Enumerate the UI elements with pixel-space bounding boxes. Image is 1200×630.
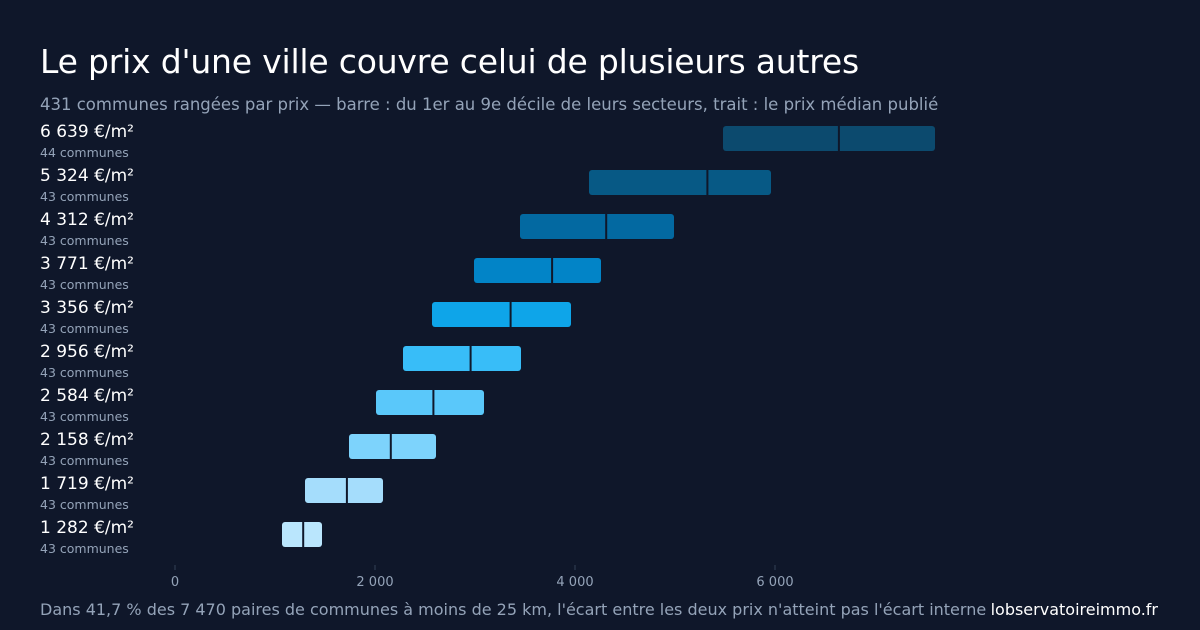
row-count-label: 43 communes [40, 277, 129, 292]
chart-subtitle: 431 communes rangées par prix — barre : … [40, 95, 939, 114]
row-count-label: 43 communes [40, 541, 129, 556]
chart-title: Le prix d'une ville couvre celui de plus… [40, 42, 859, 81]
decile-range-bar [376, 390, 484, 415]
row-count-label: 43 communes [40, 365, 129, 380]
median-marker [509, 302, 512, 327]
median-marker [432, 390, 435, 415]
x-tick-label: 0 [171, 575, 179, 590]
row-price-label: 3 771 €/m² [40, 254, 134, 274]
row-price-label: 2 584 €/m² [40, 386, 134, 406]
decile-range-bar [349, 434, 436, 459]
decile-range-bar [589, 170, 771, 195]
x-tick-label: 2 000 [356, 575, 393, 590]
decile-range-bar [723, 126, 935, 151]
row-count-label: 43 communes [40, 497, 129, 512]
row-price-label: 4 312 €/m² [40, 210, 134, 230]
row-count-label: 43 communes [40, 233, 129, 248]
median-marker [302, 522, 305, 547]
row-count-label: 43 communes [40, 321, 129, 336]
row-price-label: 5 324 €/m² [40, 166, 134, 186]
decile-range-bar [432, 302, 571, 327]
row-price-label: 2 956 €/m² [40, 342, 134, 362]
row-count-label: 44 communes [40, 145, 129, 160]
row-count-label: 43 communes [40, 189, 129, 204]
brand-link[interactable]: lobservatoireimmo.fr [990, 600, 1158, 619]
row-price-label: 1 282 €/m² [40, 518, 134, 538]
x-tick-label: 6 000 [756, 575, 793, 590]
decile-range-bar [520, 214, 674, 239]
median-marker [605, 214, 608, 239]
decile-range-bar [282, 522, 322, 547]
median-marker [389, 434, 392, 459]
row-price-label: 2 158 €/m² [40, 430, 134, 450]
row-count-label: 43 communes [40, 453, 129, 468]
median-marker [469, 346, 472, 371]
x-tick-label: 4 000 [556, 575, 593, 590]
decile-range-bar [305, 478, 383, 503]
decile-range-bar [403, 346, 521, 371]
decile-range-bar [474, 258, 601, 283]
median-marker [345, 478, 348, 503]
row-count-label: 43 communes [40, 409, 129, 424]
median-marker [706, 170, 709, 195]
row-price-label: 6 639 €/m² [40, 122, 134, 142]
row-price-label: 1 719 €/m² [40, 474, 134, 494]
median-marker [837, 126, 840, 151]
row-price-label: 3 356 €/m² [40, 298, 134, 318]
footer-note: Dans 41,7 % des 7 470 paires de communes… [40, 600, 987, 619]
median-marker [551, 258, 554, 283]
